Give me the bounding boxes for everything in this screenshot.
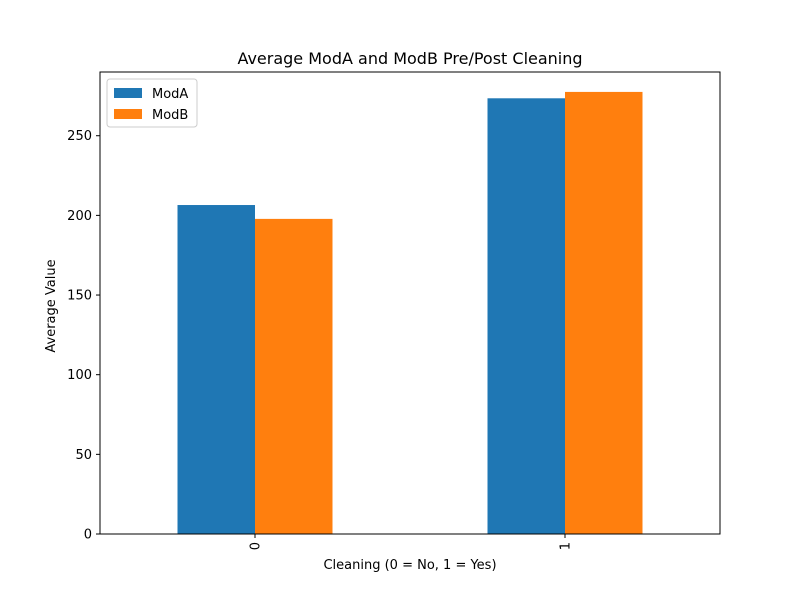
y-tick-label-200: 200 (67, 209, 92, 224)
x-axis-label: Cleaning (0 = No, 1 = Yes) (323, 558, 496, 573)
bar-moda-0 (177, 205, 255, 534)
legend-swatch-moda (114, 88, 142, 98)
legend-swatch-modb (114, 109, 142, 119)
bar-moda-1 (487, 98, 565, 535)
legend: ModA ModB (106, 78, 198, 128)
plot-area: 0 50 100 150 200 250 0 1 ModA ModB (67, 71, 721, 550)
y-tick-label-50: 50 (75, 448, 92, 463)
y-axis-label: Average Value (44, 259, 59, 352)
bar-modb-0 (255, 218, 333, 534)
chart-title: Average ModA and ModB Pre/Post Cleaning (237, 49, 582, 68)
axes-frame (99, 71, 721, 535)
y-tick-label-100: 100 (67, 368, 92, 383)
legend-label-modb: ModB (152, 108, 188, 123)
bar-modb-1 (565, 91, 643, 535)
legend-label-moda: ModA (152, 87, 188, 102)
x-tick-label-1: 1 (559, 542, 574, 550)
y-tick-label-150: 150 (67, 289, 92, 304)
x-tick-label-0: 0 (249, 542, 264, 550)
y-tick-label-250: 250 (67, 129, 92, 144)
y-tick-label-0: 0 (84, 528, 92, 543)
